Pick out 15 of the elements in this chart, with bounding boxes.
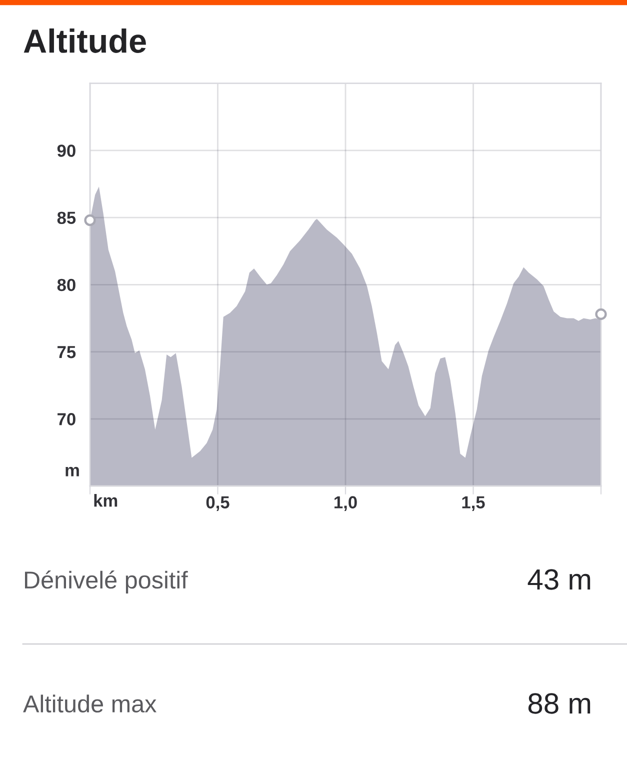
y-tick-label: 85 bbox=[57, 212, 76, 224]
text: Dénivelé positif bbox=[24, 570, 188, 594]
text: 88 m bbox=[528, 693, 590, 714]
y-axis-title: m bbox=[66, 466, 79, 476]
chart-title: Altitude bbox=[24, 28, 146, 53]
x-tick-label: 1,0 bbox=[334, 496, 357, 511]
y-tick-label: 80 bbox=[57, 278, 76, 292]
text: 43 m bbox=[528, 569, 590, 590]
y-tick-label: 70 bbox=[58, 413, 76, 426]
y-tick-label: 75 bbox=[58, 346, 76, 358]
x-tick-label: 1,5 bbox=[462, 496, 485, 511]
x-axis-title: km bbox=[94, 494, 118, 507]
y-tick-label: 90 bbox=[57, 144, 76, 157]
x-tick-label: 0,5 bbox=[206, 496, 230, 511]
text: Altitude max bbox=[23, 694, 156, 713]
